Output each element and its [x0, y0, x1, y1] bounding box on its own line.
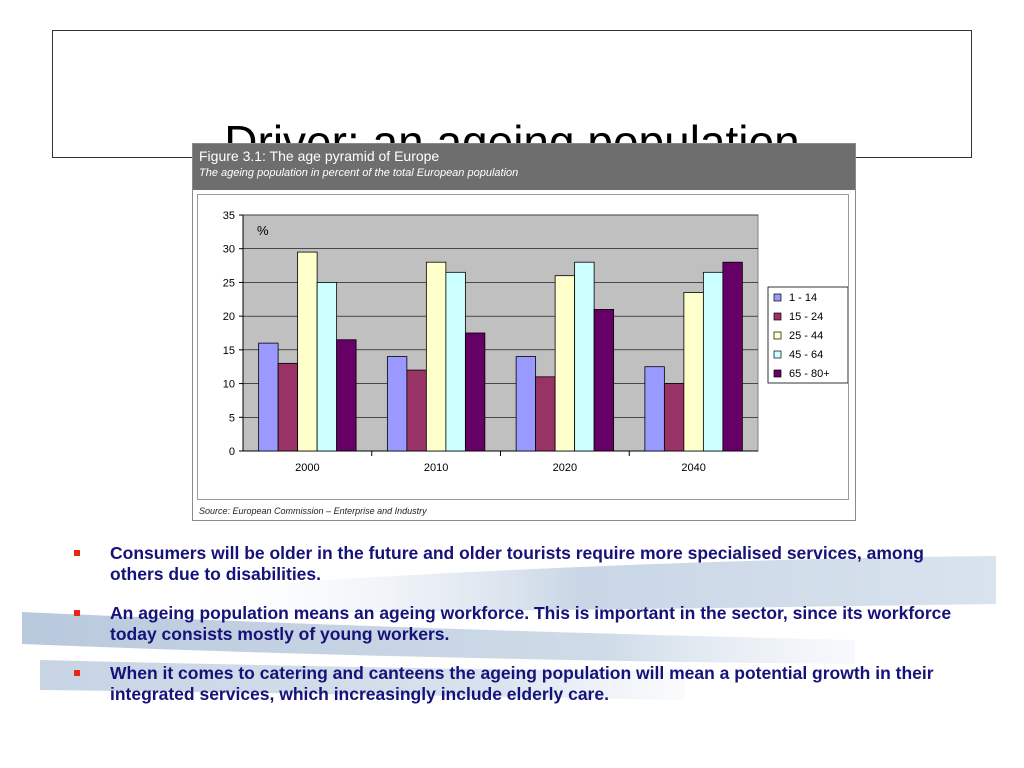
bullet-text: Consumers will be older in the future an…	[110, 543, 924, 584]
y-tick-label: 0	[229, 446, 235, 458]
figure-subtitle: The ageing population in percent of the …	[199, 167, 519, 179]
figure-title: Figure 3.1: The age pyramid of Europe	[199, 148, 440, 164]
legend-swatch	[773, 369, 782, 378]
bar	[297, 251, 318, 452]
figure-panel: Figure 3.1: The age pyramid of Europe Th…	[192, 143, 856, 521]
bar	[464, 332, 486, 452]
bullet-square-icon	[74, 550, 80, 556]
bar	[663, 383, 685, 452]
bar	[644, 366, 665, 452]
legend-label: 65 - 80+	[789, 368, 830, 380]
bar	[425, 261, 447, 452]
y-axis-unit-label: %	[257, 223, 269, 238]
bullet-text: An ageing population means an ageing wor…	[110, 603, 952, 644]
x-tick-label: 2040	[681, 462, 705, 474]
x-tick-label: 2010	[424, 462, 448, 474]
y-tick-label: 30	[223, 244, 235, 256]
y-tick-label: 10	[223, 379, 235, 391]
bar	[574, 261, 595, 452]
y-tick-label: 20	[223, 311, 235, 323]
title-box: Driver: an ageing population	[52, 30, 972, 165]
bullet-square-icon	[74, 610, 80, 616]
y-tick-label: 35	[223, 210, 235, 222]
figure-source: Source: European Commission – Enterprise…	[199, 506, 427, 516]
y-tick-label: 5	[229, 412, 235, 424]
legend-label: 1 - 14	[789, 292, 817, 304]
y-tick-label: 25	[223, 277, 235, 289]
bar	[258, 342, 279, 452]
bullet-item: An ageing population means an ageing wor…	[70, 603, 970, 645]
bar	[515, 356, 537, 452]
bullet-list: Consumers will be older in the future an…	[70, 543, 970, 723]
bar	[722, 261, 743, 452]
bullet-text: When it comes to catering and canteens t…	[110, 663, 934, 704]
legend-label: 45 - 64	[789, 349, 823, 361]
bar	[593, 309, 615, 452]
bar-chart: 0 5 10 15 20 25 30 35% 2000 2010 2020 2040 1 - 14 15 …	[223, 210, 848, 474]
bar	[406, 369, 427, 452]
chart-frame: 0 5 10 15 20 25 30 35% 2000 2010 2020 2040 1 - 14 15 …	[197, 194, 849, 500]
bar	[336, 339, 357, 452]
bar	[554, 275, 576, 452]
legend-swatch	[773, 331, 782, 340]
figure-header: Figure 3.1: The age pyramid of Europe Th…	[193, 144, 855, 190]
legend-label: 15 - 24	[789, 311, 823, 323]
legend-swatch	[773, 312, 782, 321]
y-tick-label: 15	[223, 345, 235, 357]
bar	[445, 271, 466, 452]
legend-label: 25 - 44	[789, 330, 823, 342]
legend-swatch	[773, 350, 782, 359]
bullet-item: Consumers will be older in the future an…	[70, 543, 970, 585]
bar	[316, 282, 338, 452]
bar	[386, 356, 408, 452]
legend-swatch	[773, 293, 782, 302]
bar	[683, 292, 704, 452]
bullet-item: When it comes to catering and canteens t…	[70, 663, 970, 705]
bar	[535, 376, 556, 452]
x-tick-label: 2000	[295, 462, 319, 474]
bullet-square-icon	[74, 670, 80, 676]
x-tick-label: 2020	[553, 462, 577, 474]
bar	[277, 362, 299, 452]
bar	[702, 271, 724, 452]
